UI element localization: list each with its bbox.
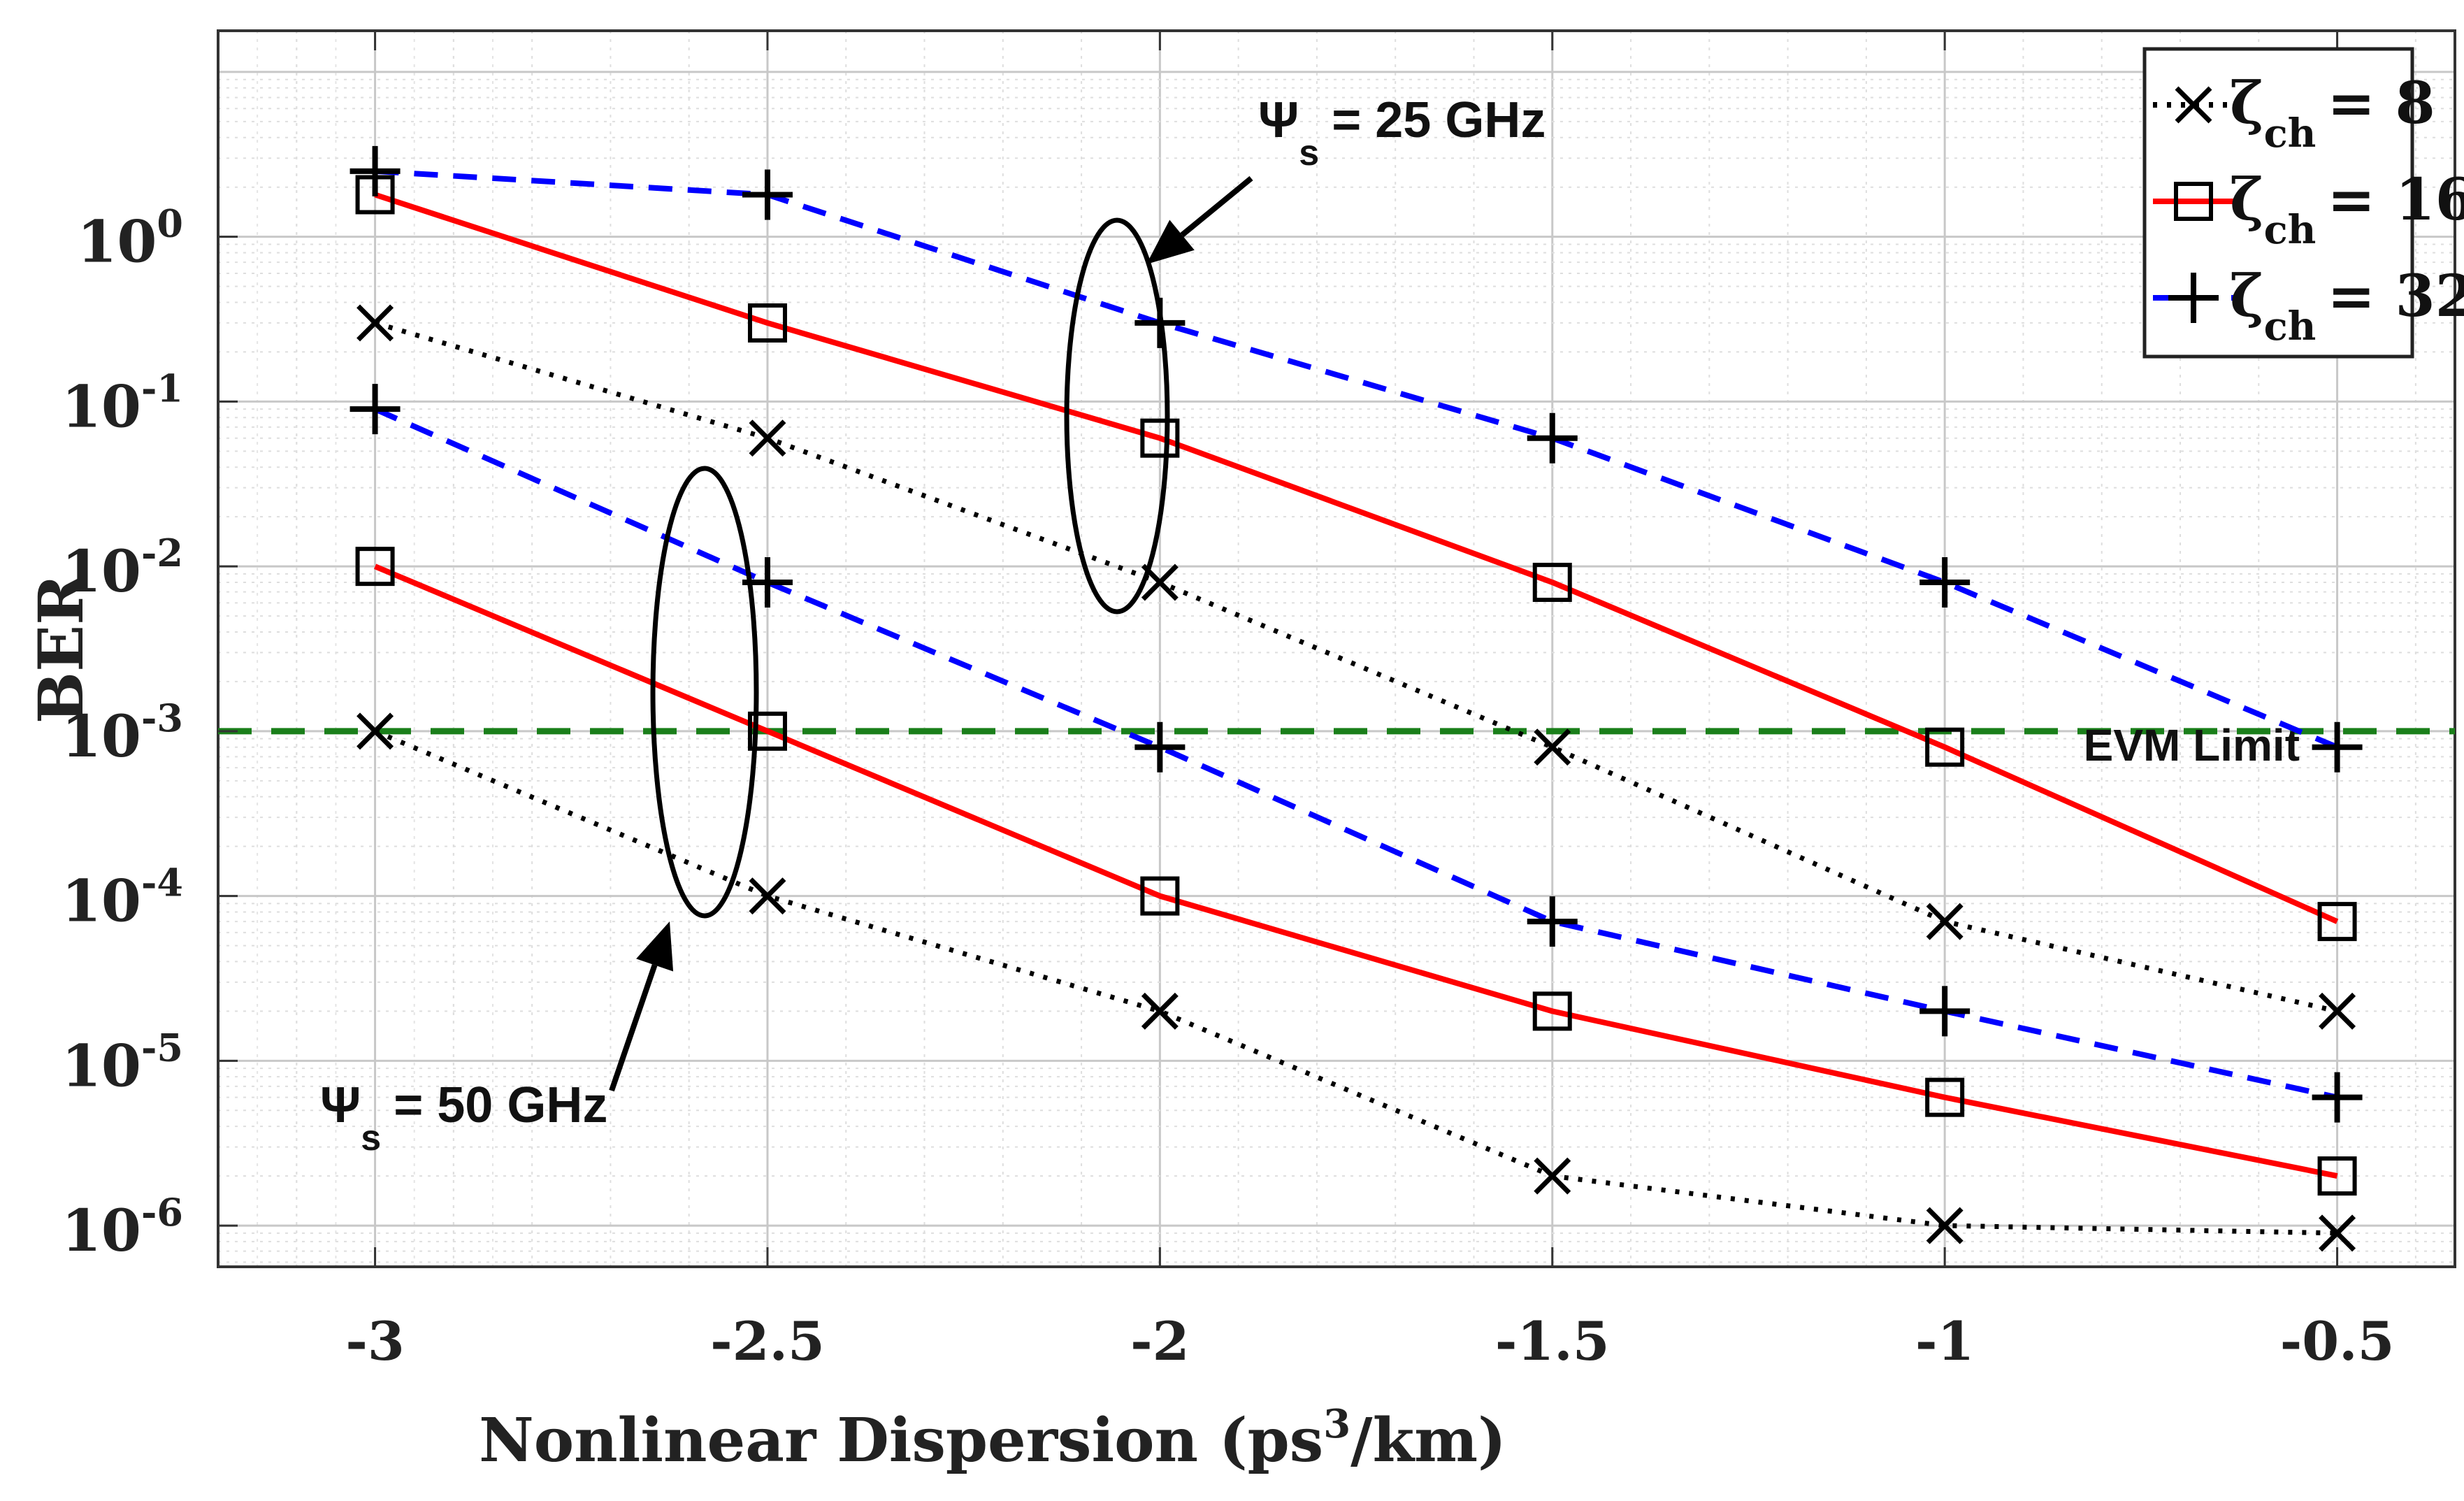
- evm-limit-group: EVM Limit: [218, 720, 2455, 770]
- data-point-plus: [2312, 1072, 2363, 1123]
- data-point-square: [2317, 902, 2357, 942]
- y-tick-label: 100: [77, 201, 183, 276]
- x-tick-label: -1: [1915, 1310, 1974, 1372]
- data-point-x: [356, 304, 394, 342]
- data-point-plus: [1527, 412, 1578, 464]
- data-point-x: [1926, 1207, 1964, 1244]
- x-tick-label: -2: [1130, 1310, 1189, 1372]
- series-lines: [373, 168, 2339, 1236]
- evm-limit-label: EVM Limit: [2084, 720, 2300, 770]
- data-point-square: [2317, 1156, 2357, 1196]
- plot-area-frame: [217, 29, 2456, 1268]
- y-tick-label: 10-4: [62, 861, 183, 935]
- series-line: [375, 168, 2339, 750]
- axis-ticks: -3 -2.5 -2 -1.5 -1 -0.5 100 10-1 10-2 10-3 10-4 10-…: [62, 31, 2395, 1372]
- group-ellipse-50ghz: [650, 466, 759, 919]
- data-point-square: [1532, 562, 1572, 602]
- y-tick-label: 10-5: [62, 1025, 183, 1100]
- data-point-square: [1140, 418, 1180, 458]
- legend-marker-square: [2174, 182, 2213, 221]
- data-point-x: [1926, 903, 1964, 940]
- series-line: [374, 320, 2338, 1014]
- y-tick-label: 10-6: [62, 1190, 183, 1265]
- group-label: Ψs= 25 GHz: [1258, 92, 1546, 173]
- data-point-square: [1925, 727, 1965, 767]
- x-tick-label: -2.5: [710, 1310, 825, 1372]
- y-axis-label: BER: [24, 573, 97, 724]
- series-line: [373, 406, 2338, 1100]
- data-point-x: [1534, 1157, 1571, 1195]
- data-point-x: [749, 419, 786, 457]
- data-point-square: [355, 547, 395, 587]
- legend-marker-plus: [2168, 273, 2219, 323]
- legend-label: ζch = 8: [2230, 70, 2435, 157]
- x-tick-label: -0.5: [2280, 1310, 2395, 1372]
- x-tick-label: -3: [345, 1310, 404, 1372]
- data-point-plus: [1134, 721, 1186, 773]
- x-tick-label: -1.5: [1495, 1310, 1610, 1372]
- annotations: Ψs= 25 GHz Ψs= 50 GHz: [320, 92, 1546, 1158]
- series-line: [374, 728, 2337, 1236]
- data-point-plus: [742, 169, 793, 220]
- arrow-25ghz: [1146, 175, 1253, 264]
- data-point-square: [747, 303, 787, 343]
- data-point-x: [2319, 992, 2356, 1030]
- y-tick-label: 10-3: [62, 696, 183, 770]
- series-markers: [350, 145, 2363, 1252]
- y-tick-label: 10-1: [62, 366, 183, 440]
- data-point-x: [749, 877, 786, 915]
- data-point-plus: [1919, 986, 1971, 1037]
- data-point-plus: [1527, 896, 1578, 947]
- grid: [217, 31, 2455, 1267]
- legend-marker-x: [2175, 86, 2212, 124]
- legend-label: ζch = 16: [2230, 166, 2464, 253]
- data-point-square: [1925, 1077, 1965, 1117]
- data-point-x: [356, 712, 394, 750]
- series-line: [374, 192, 2339, 924]
- group-label: Ψs= 50 GHz: [320, 1077, 607, 1158]
- data-point-plus: [350, 145, 401, 196]
- data-point-x: [1141, 992, 1179, 1030]
- data-point-x: [2319, 1214, 2356, 1252]
- y-tick-label: 10-2: [62, 531, 183, 605]
- data-point-square: [1532, 991, 1572, 1031]
- data-point-square: [747, 711, 787, 751]
- x-axis-label: Nonlinear Dispersion (ps3/km): [479, 1401, 1506, 1476]
- group-ellipse-25ghz: [1064, 217, 1170, 615]
- data-point-x: [1534, 728, 1571, 766]
- legend-label: ζch = 32: [2230, 263, 2464, 350]
- data-point-plus: [350, 384, 401, 435]
- data-point-plus: [2312, 721, 2363, 773]
- data-point-plus: [1919, 556, 1971, 608]
- series-line: [374, 563, 2338, 1179]
- legend: ζch = 8 ζch = 16 ζch = 32: [2142, 47, 2464, 359]
- data-point-square: [1140, 876, 1180, 916]
- arrow-50ghz: [609, 921, 674, 1092]
